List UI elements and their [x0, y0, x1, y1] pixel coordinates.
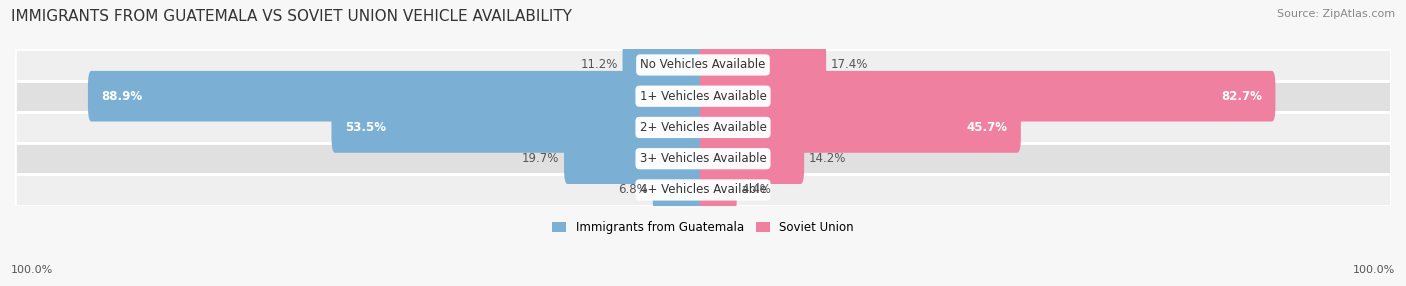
FancyBboxPatch shape: [652, 165, 706, 215]
Text: 11.2%: 11.2%: [581, 58, 617, 72]
Text: 45.7%: 45.7%: [966, 121, 1007, 134]
FancyBboxPatch shape: [700, 102, 1021, 153]
Text: 1+ Vehicles Available: 1+ Vehicles Available: [640, 90, 766, 103]
FancyBboxPatch shape: [89, 71, 706, 122]
FancyBboxPatch shape: [332, 102, 706, 153]
Text: 100.0%: 100.0%: [1353, 265, 1395, 275]
FancyBboxPatch shape: [700, 71, 1275, 122]
FancyBboxPatch shape: [15, 143, 1391, 174]
Text: IMMIGRANTS FROM GUATEMALA VS SOVIET UNION VEHICLE AVAILABILITY: IMMIGRANTS FROM GUATEMALA VS SOVIET UNIO…: [11, 9, 572, 23]
FancyBboxPatch shape: [700, 133, 804, 184]
Legend: Immigrants from Guatemala, Soviet Union: Immigrants from Guatemala, Soviet Union: [553, 221, 853, 234]
FancyBboxPatch shape: [15, 49, 1391, 81]
Text: 3+ Vehicles Available: 3+ Vehicles Available: [640, 152, 766, 165]
FancyBboxPatch shape: [700, 40, 827, 90]
FancyBboxPatch shape: [15, 174, 1391, 206]
Text: 100.0%: 100.0%: [11, 265, 53, 275]
Text: 19.7%: 19.7%: [522, 152, 560, 165]
FancyBboxPatch shape: [564, 133, 706, 184]
Text: 4+ Vehicles Available: 4+ Vehicles Available: [640, 183, 766, 196]
Text: 6.8%: 6.8%: [619, 183, 648, 196]
Text: 82.7%: 82.7%: [1220, 90, 1261, 103]
Text: 14.2%: 14.2%: [808, 152, 846, 165]
FancyBboxPatch shape: [15, 112, 1391, 143]
Text: 88.9%: 88.9%: [101, 90, 143, 103]
Text: 4.4%: 4.4%: [741, 183, 772, 196]
Text: 2+ Vehicles Available: 2+ Vehicles Available: [640, 121, 766, 134]
Text: Source: ZipAtlas.com: Source: ZipAtlas.com: [1277, 9, 1395, 19]
Text: No Vehicles Available: No Vehicles Available: [640, 58, 766, 72]
FancyBboxPatch shape: [623, 40, 706, 90]
FancyBboxPatch shape: [15, 81, 1391, 112]
Text: 53.5%: 53.5%: [346, 121, 387, 134]
FancyBboxPatch shape: [700, 165, 737, 215]
Text: 17.4%: 17.4%: [831, 58, 869, 72]
